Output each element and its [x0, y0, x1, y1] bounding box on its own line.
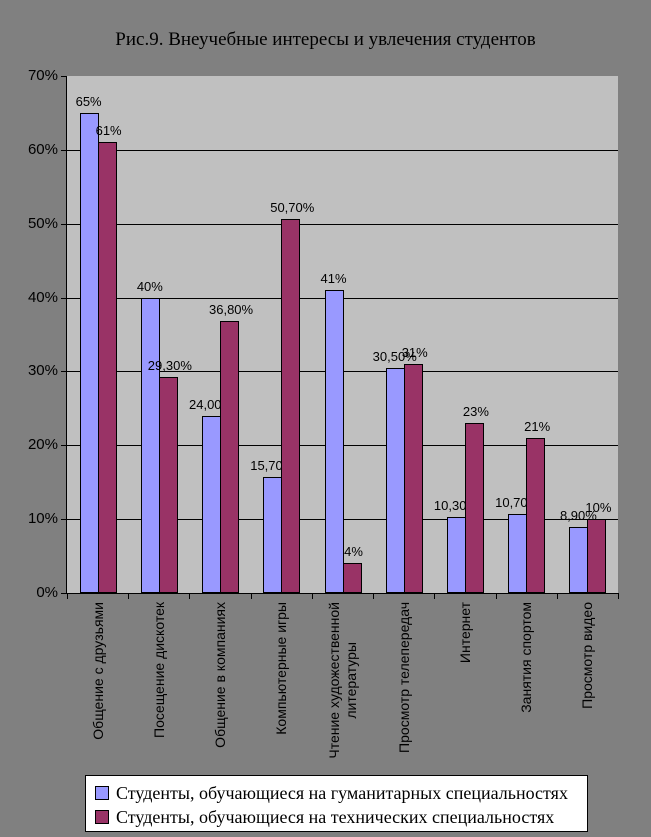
bar-technical — [587, 519, 607, 593]
bar-technical — [220, 321, 240, 593]
bar-value-label: 15,70% — [250, 458, 295, 474]
x-axis-category-label: Просмотр видео — [569, 602, 605, 762]
x-axis-tick — [311, 594, 313, 599]
y-axis-tick — [61, 371, 67, 373]
bar-value-label: 29,30% — [147, 357, 192, 373]
legend-swatch-technical — [95, 810, 109, 824]
y-axis-label: 60% — [27, 140, 58, 158]
legend-item-humanities: Студенты, обучающиеся на гуманитарных сп… — [95, 781, 587, 805]
bar-value-label: 40% — [136, 278, 163, 294]
y-axis-label: 30% — [27, 362, 58, 380]
x-axis-category-label-text: Посещение дискотек — [150, 602, 167, 738]
bar-technical — [158, 376, 178, 593]
x-axis-category-label: Общение с друзьями — [80, 602, 116, 762]
x-axis-tick — [250, 594, 252, 599]
y-axis-label: 0% — [36, 584, 58, 601]
x-axis-category-label-text: Компьютерные игры — [272, 602, 289, 735]
y-axis-label: 10% — [27, 510, 58, 528]
x-axis-category-label: Компьютерные игры — [263, 602, 299, 762]
bar-humanities — [569, 527, 589, 593]
legend-label-technical: Студенты, обучающиеся на технических спе… — [116, 806, 555, 827]
bar-value-label: 41% — [320, 271, 347, 287]
x-axis-tick — [189, 594, 191, 599]
bar-value-label: 65% — [75, 93, 102, 109]
x-axis-tick — [556, 594, 558, 599]
bar-humanities — [140, 297, 160, 593]
x-axis-category-label-text: Общение с друзьями — [89, 602, 106, 740]
y-axis-tick — [61, 149, 67, 151]
x-axis-category-label-text: Занятия спортом — [517, 602, 534, 713]
x-axis-category-label: Общение в компаниях — [202, 602, 238, 762]
bar-humanities — [79, 112, 99, 593]
x-axis-line — [66, 593, 619, 594]
x-axis-category-label-text: Просмотр телепередач — [395, 602, 412, 753]
legend-label-humanities: Студенты, обучающиеся на гуманитарных сп… — [116, 782, 568, 803]
x-axis-category-label: Посещение дискотек — [141, 602, 177, 762]
bar-value-label: 61% — [95, 123, 122, 139]
gridline — [67, 149, 618, 151]
x-axis-category-label-text: Общение в компаниях — [211, 602, 228, 748]
bar-humanities — [324, 290, 344, 593]
bar-technical — [526, 437, 546, 593]
y-axis-tick — [61, 445, 67, 447]
x-axis-tick — [618, 594, 619, 599]
legend-swatch-humanities — [95, 786, 109, 800]
y-axis-tick — [61, 593, 67, 594]
legend: Студенты, обучающиеся на гуманитарных сп… — [85, 775, 588, 832]
y-axis-label: 20% — [27, 436, 58, 454]
x-axis-category-label-text: Интернет — [456, 602, 473, 664]
bar-humanities — [446, 516, 466, 593]
y-axis-tick — [61, 76, 67, 77]
bar-value-label: 10,70% — [495, 494, 540, 510]
x-axis-category-label-text: Просмотр видео — [578, 602, 595, 709]
chart-title: Рис.9. Внеучебные интересы и увлечения с… — [115, 29, 536, 50]
x-axis-tick — [495, 594, 497, 599]
bar-value-label: 36,80% — [209, 302, 254, 318]
gridline — [67, 223, 618, 225]
x-axis-category-label: Интернет — [447, 602, 483, 762]
x-axis-tick — [373, 594, 375, 599]
x-axis-category-label: Чтение художественной литературы — [325, 602, 361, 762]
y-axis-tick — [61, 223, 67, 225]
y-axis-label: 40% — [27, 288, 58, 306]
bar-humanities — [508, 513, 528, 593]
bar-technical — [403, 364, 423, 593]
bar-value-label: 31% — [401, 345, 428, 361]
bar-technical — [342, 563, 362, 593]
bar-technical — [281, 218, 301, 593]
bar-technical — [97, 142, 117, 593]
bar-value-label: 30,50% — [372, 348, 417, 364]
bar-value-label: 50,70% — [270, 199, 315, 215]
bar-value-label: 10% — [585, 500, 612, 516]
y-axis-tick — [61, 519, 67, 521]
bar-value-label: 23% — [462, 404, 489, 420]
y-axis-label: 50% — [27, 214, 58, 232]
x-axis-category-label: Занятия спортом — [508, 602, 544, 762]
x-axis-category-label-text: Чтение художественной литературы — [325, 602, 359, 759]
y-axis-line — [66, 76, 67, 594]
y-axis-tick — [61, 297, 67, 299]
bar-value-label: 4% — [344, 544, 363, 560]
x-axis-category-label: Просмотр телепередач — [386, 602, 422, 762]
bar-technical — [464, 423, 484, 593]
bar-humanities — [385, 367, 405, 593]
x-axis-tick — [128, 594, 130, 599]
bar-humanities — [202, 415, 222, 593]
y-axis-label: 70% — [27, 67, 58, 84]
bar-value-label: 24,00% — [189, 396, 234, 412]
x-axis-tick — [67, 594, 68, 599]
x-axis-tick — [434, 594, 436, 599]
bar-humanities — [263, 477, 283, 593]
legend-item-technical: Студенты, обучающиеся на технических спе… — [95, 805, 587, 829]
bar-value-label: 21% — [524, 418, 551, 434]
